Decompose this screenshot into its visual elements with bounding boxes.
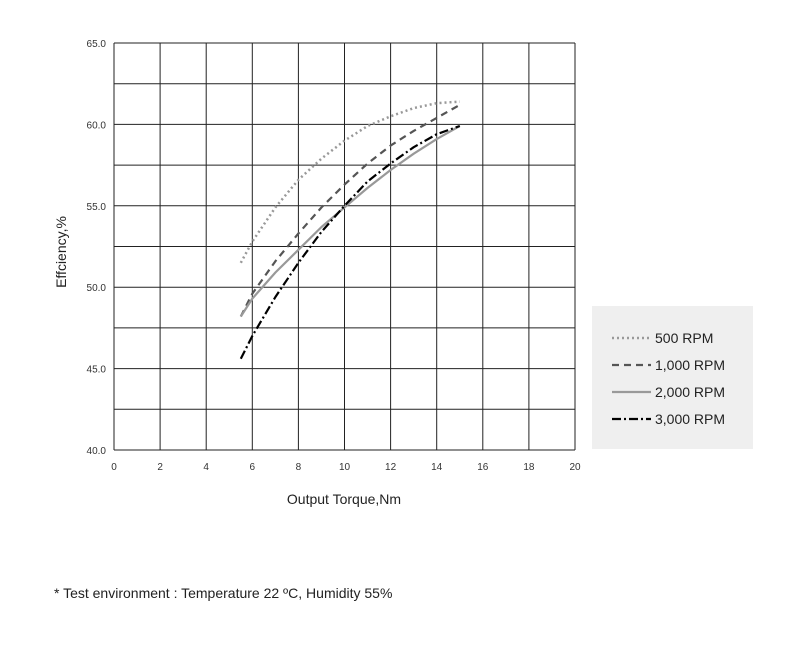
x-axis-ticks: 0 2 4 6 8 10 12 14 16 18 20 — [111, 462, 581, 473]
x-tick-label: 16 — [477, 462, 489, 473]
test-environment-note: * Test environment : Temperature 22 ºC, … — [54, 585, 393, 601]
x-axis-label: Output Torque,Nm — [287, 491, 401, 507]
y-tick-label: 55.0 — [87, 202, 107, 213]
legend-label-3: 3,000 RPM — [655, 411, 725, 427]
y-tick-label: 45.0 — [87, 365, 107, 376]
x-tick-label: 8 — [296, 462, 302, 473]
series-line-0 — [239, 100, 460, 264]
x-tick-label: 12 — [385, 462, 397, 473]
legend-label-2: 2,000 RPM — [655, 384, 725, 400]
series-line-2 — [239, 125, 461, 318]
x-tick-label: 20 — [569, 462, 581, 473]
x-tick-label: 6 — [250, 462, 256, 473]
x-tick-label: 18 — [523, 462, 535, 473]
y-tick-label: 65.0 — [87, 39, 107, 50]
y-axis-ticks: 40.0 45.0 50.0 55.0 60.0 65.0 — [87, 39, 107, 457]
legend-label-1: 1,000 RPM — [655, 357, 725, 373]
x-tick-label: 10 — [339, 462, 351, 473]
y-tick-label: 60.0 — [87, 120, 107, 131]
x-tick-label: 0 — [111, 462, 117, 473]
series-line-1 — [239, 103, 461, 317]
y-axis-label: Effciency,% — [53, 216, 69, 288]
chart-legend: 500 RPM 1,000 RPM 2,000 RPM 3,000 RPM — [592, 306, 753, 449]
y-tick-label: 40.0 — [87, 446, 107, 457]
legend-label-0: 500 RPM — [655, 330, 713, 346]
y-tick-label: 50.0 — [87, 283, 107, 294]
x-tick-label: 4 — [203, 462, 209, 473]
chart-series — [239, 100, 461, 360]
legend-background — [592, 306, 753, 449]
chart-grid — [113, 42, 576, 451]
series-line-3 — [239, 124, 461, 360]
x-tick-label: 14 — [431, 462, 443, 473]
x-tick-label: 2 — [157, 462, 163, 473]
